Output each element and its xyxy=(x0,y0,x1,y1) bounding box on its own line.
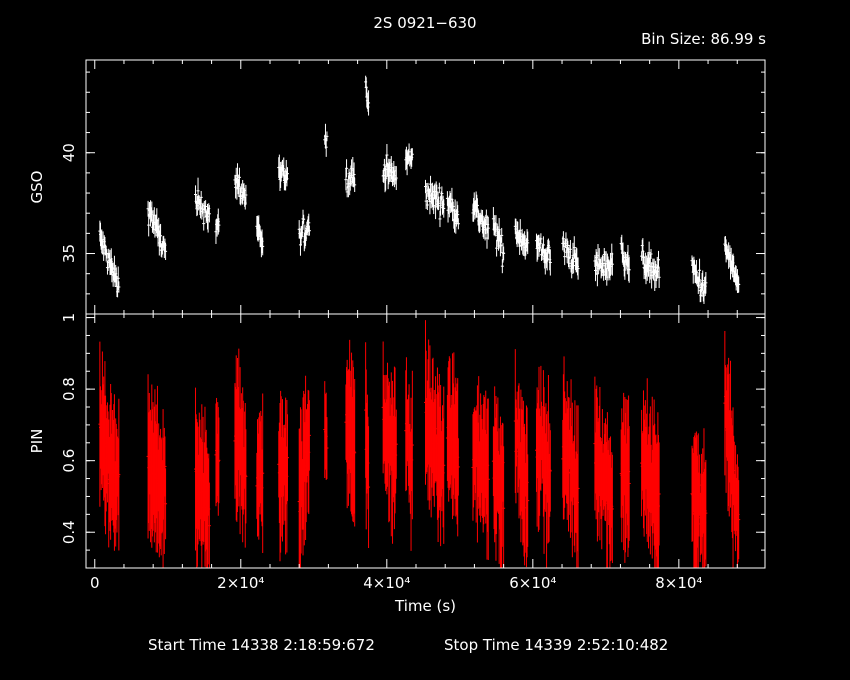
xlabel: Time (s) xyxy=(394,597,456,615)
pin-ylabel: PIN xyxy=(28,429,46,454)
pin-ytick-label: 1 xyxy=(60,313,78,323)
xtick-label: 0 xyxy=(90,574,100,592)
xtick-label: 8×10⁴ xyxy=(655,574,702,592)
gso-ytick-label: 35 xyxy=(60,244,78,263)
stop-time-label: Stop Time 14339 2:52:10:482 xyxy=(444,636,668,654)
start-time-label: Start Time 14338 2:18:59:672 xyxy=(148,636,375,654)
pin-ytick-label: 0.6 xyxy=(60,449,78,473)
gso-ylabel: GSO xyxy=(28,171,46,204)
bin-size-label: Bin Size: 86.99 s xyxy=(641,30,766,48)
xtick-label: 6×10⁴ xyxy=(509,574,556,592)
gso-ytick-label: 40 xyxy=(60,143,78,162)
pin-ytick-label: 0.4 xyxy=(60,520,78,544)
xtick-label: 2×10⁴ xyxy=(217,574,264,592)
pin-ytick-label: 0.8 xyxy=(60,377,78,401)
xtick-label: 4×10⁴ xyxy=(363,574,410,592)
